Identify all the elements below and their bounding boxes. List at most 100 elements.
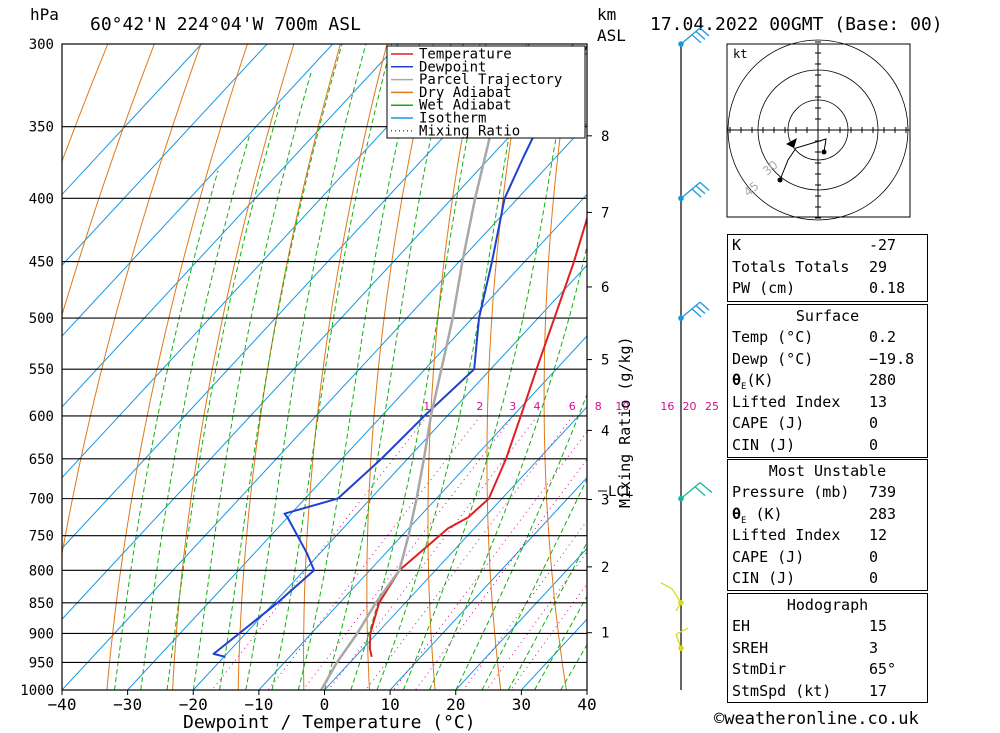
pressure-label: 550 (29, 362, 54, 378)
most-unstable-row: Pressure (mb) 739 (728, 482, 927, 504)
wet-adiabat (166, 103, 281, 690)
hodograph-stat-label: EH (732, 617, 751, 635)
plot-frame (61, 43, 588, 691)
most-unstable-label: Lifted Index (732, 526, 841, 544)
wet-adiabat (507, 541, 587, 690)
wet-adiabat (350, 44, 487, 690)
most-unstable-panel: Most Unstable Pressure (mb) 739 θE (K) 283 L… (727, 459, 928, 591)
wet-adiabat (114, 170, 219, 690)
indices-panel: K -27 Totals Totals 29 PW (cm) 0.18 (727, 234, 928, 302)
wet-adiabat (376, 44, 527, 690)
surface-value: 0 (869, 435, 879, 454)
most-unstable-row: θE (K) 283 (728, 504, 927, 526)
dry-adiabat (366, 44, 434, 690)
temperature-tick-label: 0 (320, 695, 330, 714)
surface-label: θE(K) (732, 371, 774, 392)
wind-barb (678, 301, 710, 321)
legend-entry: Dry Adiabat (419, 85, 512, 101)
surface-label: Dewp (°C) (732, 349, 814, 368)
mixing-ratio-label: 8 (595, 400, 602, 413)
date-title: 17.04.2022 00GMT (Base: 00) (650, 14, 943, 35)
pressure-label: 600 (29, 409, 54, 425)
wind-barb-flag (695, 305, 706, 314)
hodograph-stat-label: StmSpd (kt) (732, 681, 832, 700)
most-unstable-row: CIN (J) 0 (728, 568, 927, 590)
legend-entry: Mixing Ratio (419, 123, 520, 139)
most-unstable-label: CAPE (J) (732, 547, 805, 566)
wet-adiabat (297, 44, 421, 690)
most-unstable-label: CIN (J) (732, 569, 796, 587)
hodograph-stat-value: 3 (869, 638, 879, 657)
wind-barb-staff (671, 588, 682, 604)
wet-adiabat (481, 477, 587, 690)
hodograph-trace (779, 138, 827, 181)
wet-adiabat (402, 44, 573, 690)
hodograph-stat-row: SREH 3 (728, 638, 927, 660)
wind-barb (678, 27, 710, 47)
hodograph-title: Hodograph (786, 596, 869, 614)
surface-row: θE(K) 280 (728, 370, 927, 392)
index-k-value: -27 (869, 236, 897, 254)
pressure-unit-label: hPa (30, 5, 59, 24)
temperature-tick-label: −10 (244, 695, 273, 714)
wind-barb-flag (694, 486, 706, 497)
hodograph-panel: Hodograph EH 15 SREH 3 StmDir 65° StmSpd (kt) 1… (727, 593, 928, 703)
hodograph-stat-row: StmDir 65° (728, 659, 927, 681)
wind-barb-flag (691, 308, 702, 318)
legend-entry: Temperature (419, 47, 512, 63)
surface-label: CIN (J) (732, 435, 796, 454)
pressure-label: 650 (29, 452, 54, 468)
pressure-label: 500 (29, 311, 54, 327)
wind-barb-flag (699, 27, 710, 37)
surface-row: CAPE (J) 0 (728, 413, 927, 435)
hodograph-stat-label: SREH (732, 638, 769, 657)
wind-barb-flag (675, 627, 689, 635)
isotherm-line (62, 122, 587, 690)
surface-value: −19.8 (869, 349, 915, 368)
hodograph-point (777, 177, 783, 183)
asl-unit-label: ASL (597, 26, 626, 45)
mixing-ratio-label: 20 (682, 400, 696, 413)
wind-barb-staff (680, 27, 701, 45)
wet-adiabat (192, 70, 313, 690)
isotherm-line (62, 44, 399, 408)
location-title: 60°42'N 224°04'W 700m ASL (90, 14, 361, 35)
wind-barb-flag (695, 30, 706, 40)
height-label: 4 (601, 423, 609, 439)
wind-barb-staff (680, 181, 701, 199)
legend-entry: Isotherm (419, 111, 486, 127)
pressure-label: 950 (29, 655, 54, 671)
most-unstable-row: Lifted Index 12 (728, 525, 927, 547)
mixing-ratio-label: 25 (705, 400, 719, 413)
surface-title: Surface (795, 307, 860, 325)
height-label: 3 (601, 492, 609, 508)
hodograph-stat-value: 15 (869, 617, 888, 635)
hodograph-stat-label: StmDir (732, 660, 787, 678)
wet-adiabat (429, 243, 587, 690)
most-unstable-value: 739 (869, 483, 897, 501)
surface-value: 280 (869, 371, 897, 389)
wind-barb-staff (675, 633, 682, 649)
pressure-label: 1000 (20, 683, 54, 699)
mixing-ratio-label: 2 (476, 400, 483, 413)
legend-entry: Wet Adiabat (419, 98, 512, 114)
hodograph-unit-label: kt (733, 47, 747, 61)
isotherm-line (127, 193, 587, 690)
legend-box (386, 45, 586, 139)
temperature-tick-label: −20 (179, 695, 208, 714)
most-unstable-label: θE (K) (732, 504, 783, 526)
wind-barb-flag (691, 34, 702, 44)
most-unstable-value: 0 (869, 569, 879, 587)
surface-row: Temp (°C) 0.2 (728, 327, 927, 349)
temperature-tick-label: 30 (512, 695, 531, 714)
surface-value: 0.2 (869, 328, 897, 346)
wind-barb-flag (699, 181, 710, 191)
wet-adiabat (245, 44, 367, 690)
isotherm-lines (62, 44, 587, 690)
index-row-k: K -27 (728, 235, 927, 257)
isotherm-line (324, 406, 587, 690)
copyright-link[interactable]: ©weatheronline.co.uk (714, 709, 919, 729)
mixing-ratio-label: 4 (533, 400, 540, 413)
pressure-label: 300 (29, 37, 54, 53)
km-unit-label: km (597, 5, 616, 24)
